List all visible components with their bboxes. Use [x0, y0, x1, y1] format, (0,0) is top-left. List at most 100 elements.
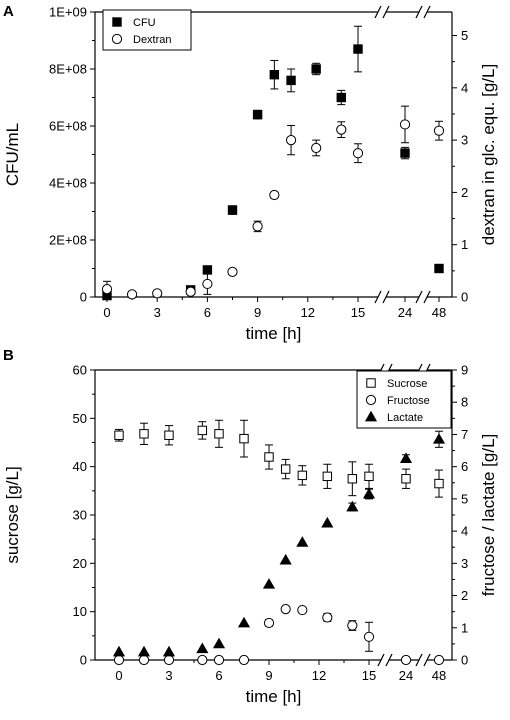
- left-tick-label: 2E+08: [49, 233, 87, 248]
- panel-b: 0 3 6 9 12 15 24 4801020304050600123456789time …: [3, 347, 498, 706]
- fructose-point: [400, 654, 412, 666]
- fructose-point: [197, 654, 208, 666]
- axis-break-mark: [385, 653, 393, 667]
- legend-label-cfu: CFU: [133, 17, 156, 29]
- sucrose-point: [364, 471, 374, 482]
- left-axis-title: CFU/mL: [3, 123, 22, 186]
- fructose-point: [263, 617, 275, 629]
- legend-marker-fructose: [365, 394, 377, 406]
- fructose-point: [163, 654, 175, 666]
- x-tick-label: 12: [301, 305, 315, 320]
- x-tick-label: 15: [362, 668, 376, 683]
- axis-break-mark: [377, 653, 385, 667]
- lactate-point: [432, 433, 446, 444]
- dextran-point: [185, 286, 196, 297]
- x-tick-label: 48: [432, 668, 446, 683]
- right-tick-label: 8: [461, 395, 468, 410]
- dextran-point: [352, 148, 364, 159]
- lactate-point: [112, 645, 126, 657]
- right-tick-label: 0: [461, 653, 468, 668]
- sucrose-point: [347, 474, 358, 484]
- dextran-point: [311, 142, 322, 154]
- left-tick-label: 8E+08: [49, 62, 87, 77]
- legend-label-sucrose: Sucrose: [387, 378, 427, 390]
- cfu-point: [353, 44, 363, 54]
- cfu-point: [434, 263, 444, 274]
- left-tick-label: 10: [73, 604, 87, 619]
- x-tick-label: 24: [398, 305, 412, 320]
- sucrose-point: [114, 430, 124, 440]
- sucrose-point: [139, 429, 149, 439]
- right-tick-label: 2: [461, 185, 468, 200]
- left-tick-label: 60: [73, 363, 87, 378]
- fructose-point: [347, 620, 358, 631]
- right-tick-label: 6: [461, 459, 468, 474]
- cfu-point: [400, 148, 410, 158]
- axis-break-mark: [382, 5, 390, 19]
- sucrose-point: [214, 429, 224, 439]
- sucrose-point: [197, 425, 208, 436]
- dextran-point: [127, 289, 138, 300]
- right-tick-label: 0: [461, 290, 468, 305]
- dextran-point: [227, 266, 238, 277]
- lactate-point: [296, 536, 309, 547]
- left-tick-label: 1E+09: [49, 5, 87, 20]
- dextran-point: [433, 125, 445, 136]
- right-tick-label: 5: [461, 491, 468, 506]
- axis-break-mark: [415, 5, 423, 19]
- right-tick-label: 1: [461, 237, 468, 252]
- legend: CFU Dextran: [102, 9, 192, 51]
- x-tick-label: 9: [265, 668, 272, 683]
- axis-break-mark: [374, 5, 382, 19]
- dextran-point: [336, 124, 347, 135]
- fructose-point: [297, 604, 308, 616]
- fructose-point: [138, 654, 150, 666]
- dextran-point: [202, 278, 213, 290]
- right-tick-label: 4: [461, 524, 468, 539]
- axis-break-mark: [382, 290, 390, 304]
- lactate-point: [262, 578, 276, 589]
- legend-marker-lactate: [364, 410, 378, 422]
- right-tick-label: 4: [461, 80, 468, 95]
- lactate-point: [279, 553, 292, 565]
- left-tick-label: 0: [80, 653, 87, 668]
- sucrose-point: [280, 464, 291, 474]
- left-tick-label: 4E+08: [49, 176, 87, 191]
- lactate-point: [399, 452, 413, 464]
- lactate-point: [137, 645, 151, 657]
- x-tick-label: 0: [115, 668, 122, 683]
- fructose-point: [363, 631, 375, 642]
- cfu-point: [252, 109, 263, 120]
- dextran-point: [399, 119, 411, 130]
- x-tick-label: 6: [215, 668, 222, 683]
- right-tick-label: 9: [461, 363, 468, 378]
- sucrose-point: [264, 452, 274, 462]
- fructose-point: [113, 654, 125, 666]
- legend-label-fructose: Fructose: [387, 395, 430, 407]
- panel-letter: A: [3, 3, 14, 20]
- x-tick-label: 3: [154, 305, 161, 320]
- panel-letter: B: [3, 347, 14, 364]
- cfu-point: [269, 70, 280, 80]
- dextran-point: [252, 221, 263, 232]
- axis-break-mark: [415, 653, 423, 667]
- sucrose-point: [297, 470, 308, 481]
- axis-break-mark: [374, 290, 382, 304]
- fructose-point: [322, 612, 333, 623]
- dextran-point: [285, 135, 297, 146]
- x-tick-label: 48: [432, 305, 446, 320]
- legend-label-lactate: Lactate: [387, 412, 423, 424]
- x-tick-label: 24: [399, 668, 413, 683]
- left-tick-label: 30: [73, 508, 87, 523]
- dextran-point: [269, 189, 280, 201]
- lactate-point: [212, 637, 226, 649]
- sucrose-point: [239, 433, 249, 444]
- cfu-point: [286, 75, 296, 86]
- left-tick-label: 20: [73, 556, 87, 571]
- sucrose-point: [434, 478, 444, 489]
- right-tick-label: 5: [461, 28, 468, 43]
- cfu-point: [227, 205, 238, 215]
- left-tick-label: 0: [80, 290, 87, 305]
- legend-marker-sucrose: [366, 378, 376, 388]
